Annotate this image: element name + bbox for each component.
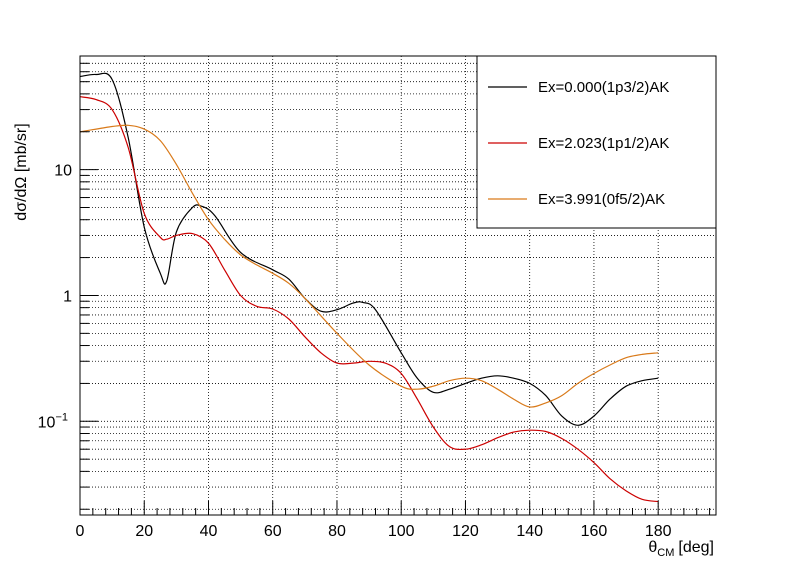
series-line-3 [79,124,659,408]
x-axis-label: θCM [deg] [648,539,714,559]
x-tick-label: 80 [328,523,346,540]
y-tick-label: 10 [54,163,72,180]
legend-label-2: Ex=2.023(1p1/2)AK [538,135,669,152]
x-tick-label: 20 [135,523,153,540]
x-tick-label: 160 [581,523,608,540]
x-tick-label: 140 [516,523,543,540]
y-tick-exponent: −1 [55,411,68,423]
series-line-1 [79,72,659,426]
y-tick-label: 1 [63,288,72,305]
legend-label-3: Ex=3.991(0f5/2)AK [538,191,665,208]
y-tick-base: 1 [63,288,72,305]
x-tick-label: 60 [264,523,282,540]
x-tick-label: 0 [76,523,85,540]
legend-label-1: Ex=0.000(1p3/2)AK [538,79,669,96]
x-tick-label: 40 [200,523,218,540]
axis-ticks [79,55,711,515]
y-tick-base: 10 [38,414,56,431]
y-tick-base: 10 [54,163,72,180]
y-axis-label: dσ/dΩ [mb/sr] [13,123,30,220]
series-line-2 [79,96,659,503]
x-tick-label: 100 [388,523,415,540]
y-tick-label: 10−1 [38,411,68,431]
series-layer [79,72,659,503]
grid-lines [79,55,716,515]
x-tick-label: 120 [452,523,479,540]
legend: Ex=0.000(1p3/2)AK Ex=2.023(1p1/2)AK Ex=3.9… [476,55,717,229]
plot-frame [79,55,717,516]
x-tick-labels: 0 20 40 60 80 100 120 140 160 180 [76,523,672,540]
x-tick-label: 180 [645,523,672,540]
